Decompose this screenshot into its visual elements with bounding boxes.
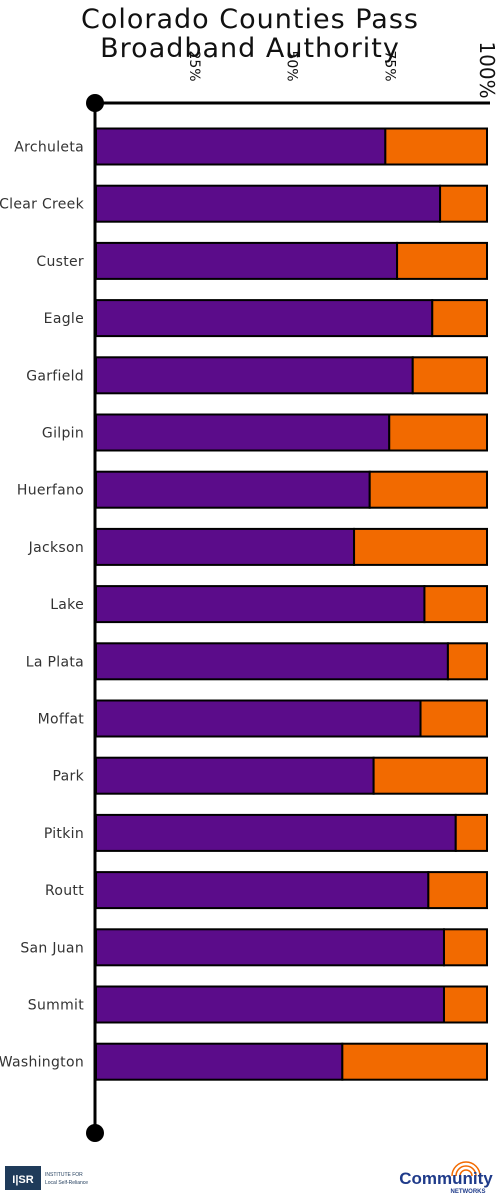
category-label: Park	[53, 769, 85, 785]
bar-segment-purple	[95, 642, 449, 681]
category-label: Pitkin	[44, 826, 84, 842]
x-tick-label: 100%	[475, 41, 499, 98]
bar-segment-orange	[411, 356, 488, 395]
bar-segment-purple	[95, 527, 356, 566]
bar-segment-purple	[95, 470, 371, 509]
bar-segment-purple	[95, 241, 399, 280]
bar-segment-orange	[454, 813, 489, 852]
category-label: La Plata	[26, 654, 84, 670]
category-label: Moffat	[38, 712, 85, 728]
bar-segment-purple	[95, 813, 457, 852]
bar-segment-orange	[427, 871, 489, 910]
bar-segment-purple	[95, 356, 414, 395]
bar-segment-orange	[341, 1042, 488, 1081]
bar-segment-orange	[431, 299, 489, 338]
chart-title-line: Broadband Authority	[100, 33, 400, 64]
svg-text:NETWORKS: NETWORKS	[451, 1189, 486, 1195]
bar-segment-purple	[95, 413, 391, 452]
bar-segment-purple	[95, 585, 426, 624]
bar-segment-purple	[95, 127, 387, 166]
svg-text:Local Self-Reliance: Local Self-Reliance	[45, 1180, 88, 1186]
bar-segment-orange	[353, 527, 488, 566]
bar-segment-orange	[442, 928, 488, 967]
bar-segment-purple	[95, 756, 375, 795]
category-label: San Juan	[20, 940, 84, 956]
bar-segment-purple	[95, 871, 430, 910]
x-tick-label: 75%	[381, 50, 397, 81]
bar-segment-orange	[384, 127, 488, 166]
bar-segment-orange	[423, 585, 489, 624]
category-label: Washington	[0, 1055, 84, 1071]
bar-segment-purple	[95, 699, 422, 738]
svg-text:INSTITUTE FOR: INSTITUTE FOR	[45, 1172, 83, 1178]
svg-text:Community: Community	[399, 1169, 493, 1188]
category-labels: Archuleta Clear Creek Custer Eagle Garfield G…	[0, 140, 85, 1071]
category-label: Gilpin	[42, 426, 84, 442]
x-tick-label: 50%	[284, 50, 300, 81]
category-label: Summit	[28, 998, 84, 1014]
bar-segment-purple	[95, 1042, 344, 1081]
category-label: Eagle	[44, 311, 84, 327]
bar-segment-orange	[439, 184, 488, 223]
bar-segment-purple	[95, 184, 442, 223]
x-tick-label: 25%	[186, 50, 202, 81]
bar-segment-purple	[95, 299, 434, 338]
x-tick-labels: 25% 50% 75% 100%	[186, 41, 499, 98]
category-label: Custer	[36, 254, 84, 270]
bar-segment-orange	[442, 985, 488, 1024]
chart-title-line: Colorado Counties Pass	[81, 4, 419, 35]
axis-bottom-dot	[86, 1124, 104, 1142]
bar-segment-orange	[396, 241, 489, 280]
community-networks-logo: Community NETWORKS	[399, 1161, 493, 1195]
axis-top-dot	[86, 94, 104, 112]
bar-segment-orange	[446, 642, 488, 681]
category-label: Garfield	[26, 368, 84, 384]
bar-segment-purple	[95, 985, 445, 1024]
category-label: Routt	[45, 883, 84, 899]
category-label: Huerfano	[17, 483, 84, 499]
svg-text:I|SR: I|SR	[12, 1174, 33, 1186]
category-label: Clear Creek	[0, 197, 85, 213]
bar-segment-orange	[368, 470, 489, 509]
category-label: Jackson	[28, 540, 84, 556]
category-label: Archuleta	[14, 140, 84, 156]
bar-segment-purple	[95, 928, 445, 967]
bar-segment-orange	[419, 699, 488, 738]
bars	[95, 127, 489, 1081]
bar-segment-orange	[372, 756, 488, 795]
ilsr-logo: I|SR INSTITUTE FOR Local Self-Reliance	[5, 1166, 88, 1190]
category-label: Lake	[50, 597, 84, 613]
bar-segment-orange	[388, 413, 488, 452]
